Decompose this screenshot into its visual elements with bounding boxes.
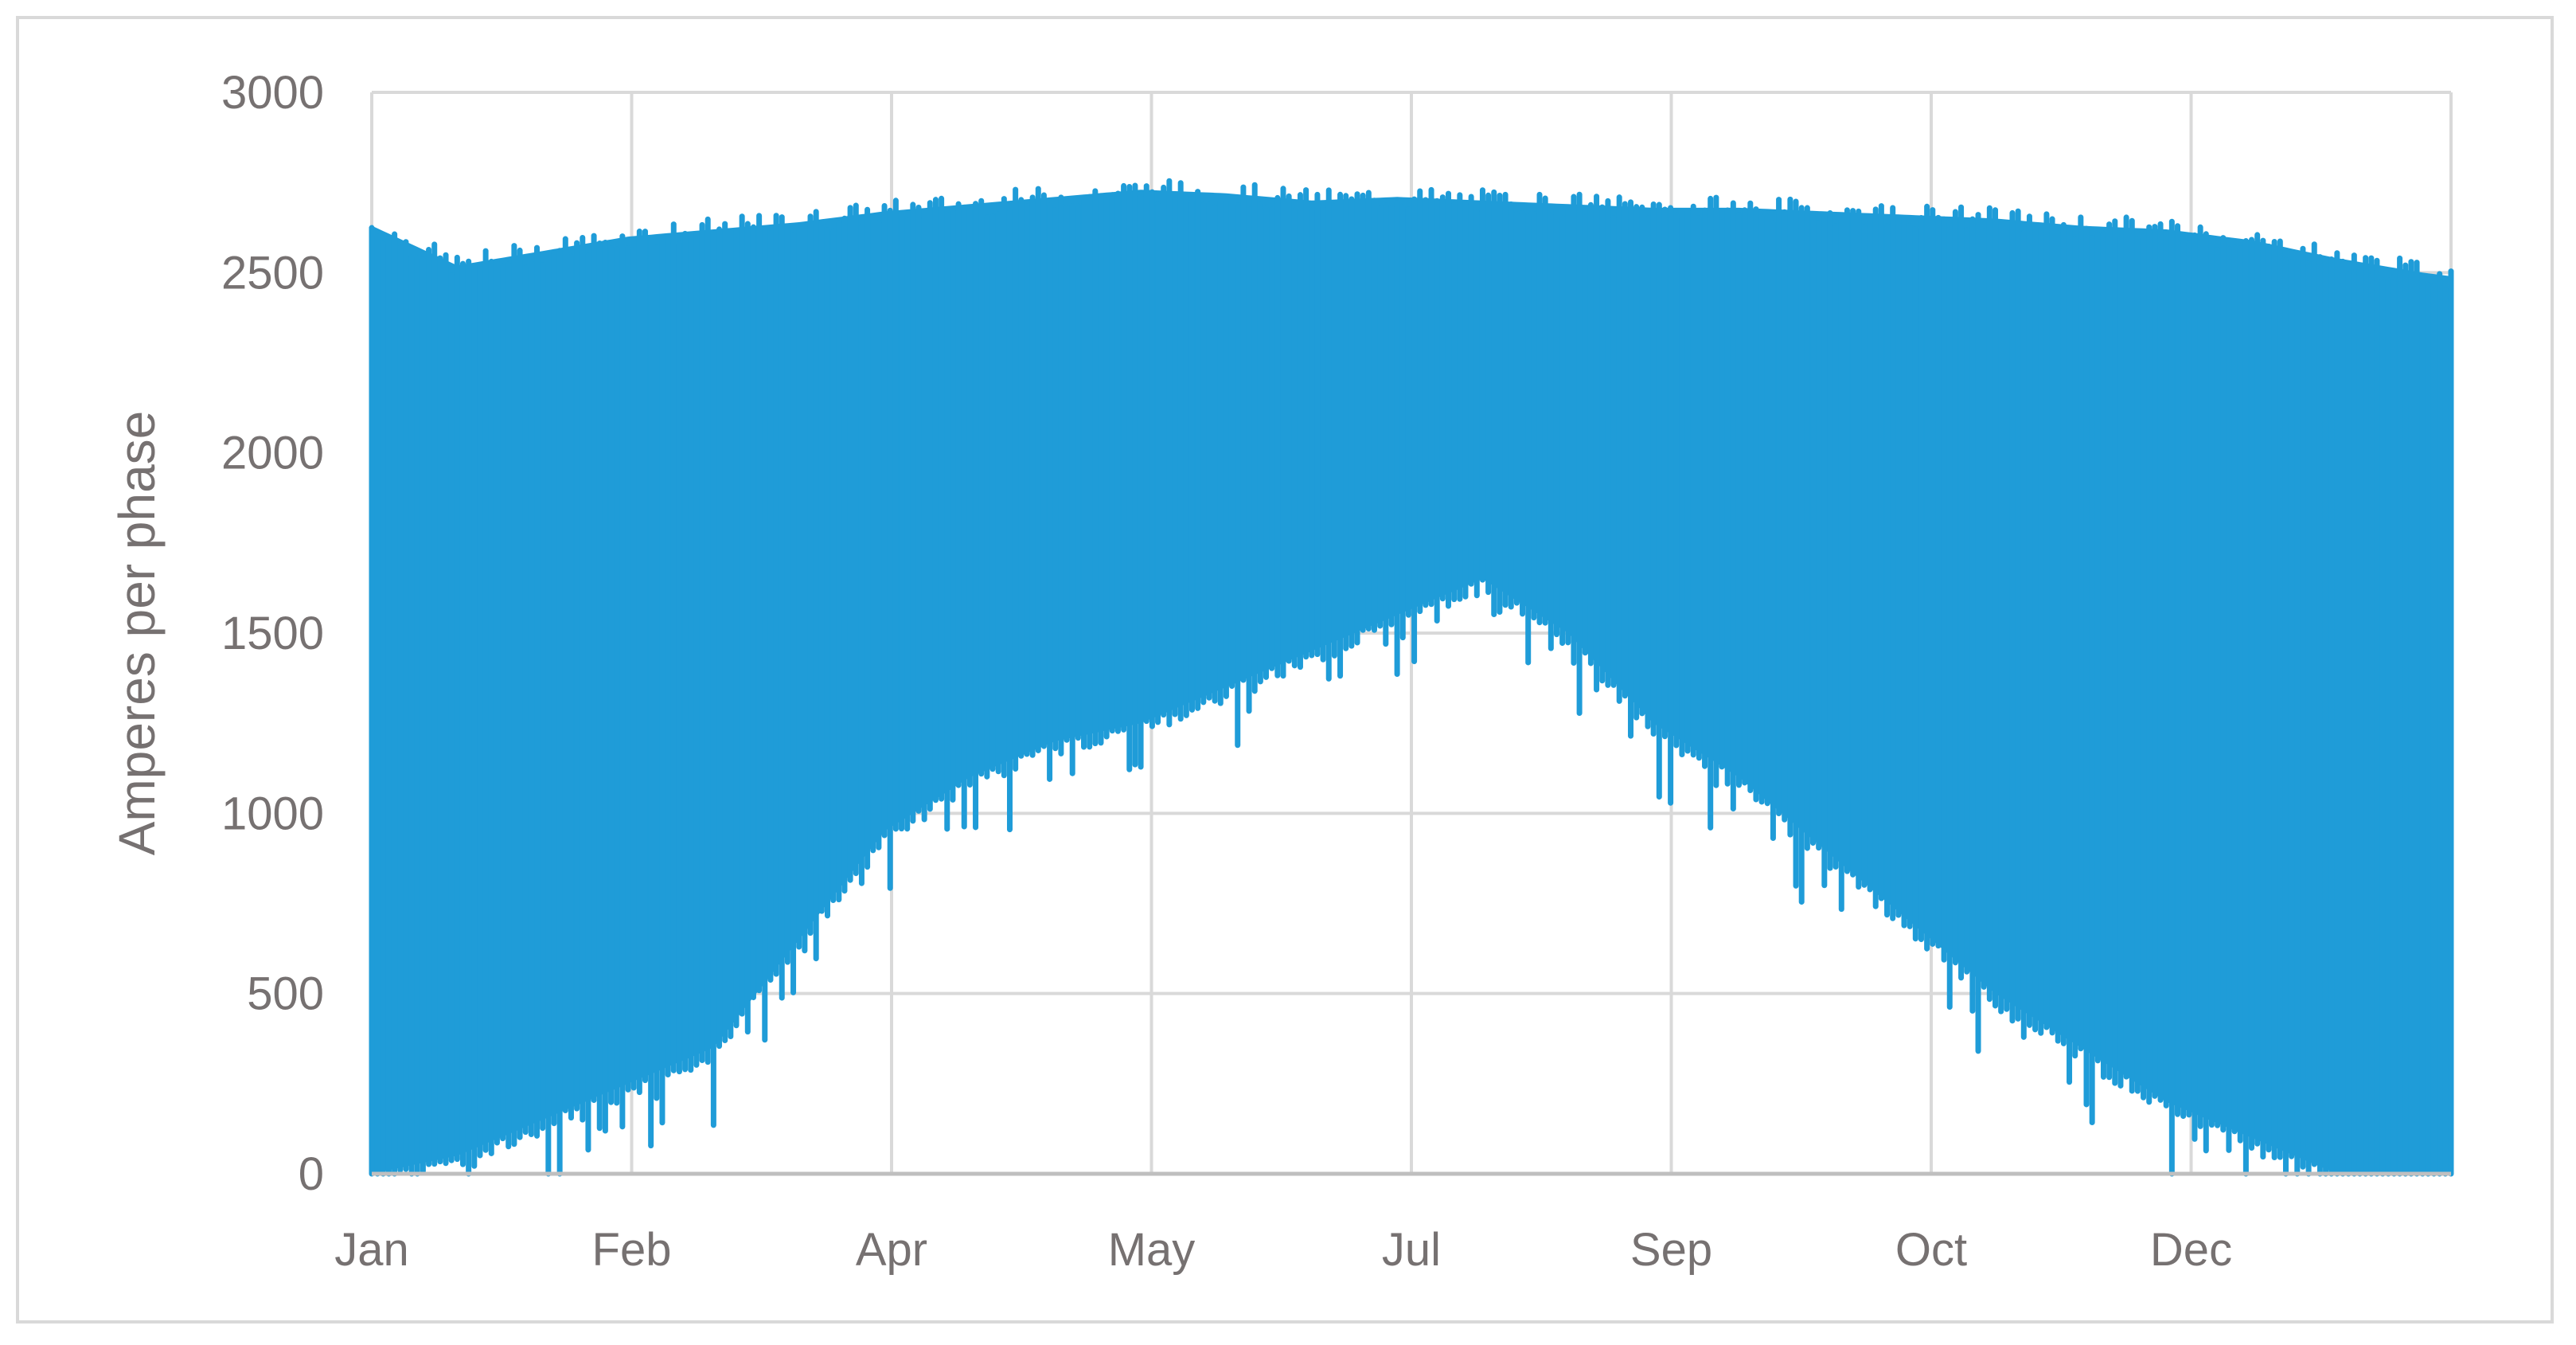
y-tick-label: 2500: [221, 247, 324, 299]
x-tick-label: Dec: [2150, 1224, 2232, 1276]
x-tick-label: Jul: [1382, 1224, 1441, 1276]
y-tick-label: 3000: [221, 67, 324, 119]
axes: 0 500 1000 1500 2000 2500 3000 Jan Feb Apr May Jul S…: [221, 67, 2451, 1276]
x-tick-label: Apr: [856, 1224, 927, 1276]
x-tick-label: May: [1108, 1224, 1196, 1276]
y-tick-label: 2000: [221, 428, 324, 479]
x-tick-label: Sep: [1630, 1224, 1712, 1276]
series-layer: [369, 178, 2454, 1177]
y-tick-label: 500: [247, 968, 324, 1020]
y-tick-label: 1500: [221, 608, 324, 659]
y-tick-label: 1000: [221, 788, 324, 839]
chart-svg: 0 500 1000 1500 2000 2500 3000 Jan Feb Apr May Jul S…: [108, 67, 2454, 1276]
chart-frame: 0 500 1000 1500 2000 2500 3000 Jan Feb Apr May Jul S…: [16, 16, 2554, 1323]
y-axis-title: Amperes per phase: [108, 411, 166, 856]
y-tick-label: 0: [299, 1148, 324, 1200]
x-tick-label: Jan: [334, 1224, 409, 1276]
x-tick-label: Feb: [592, 1224, 672, 1276]
series-band: [369, 178, 2454, 1177]
x-tick-label: Oct: [1895, 1224, 1967, 1276]
